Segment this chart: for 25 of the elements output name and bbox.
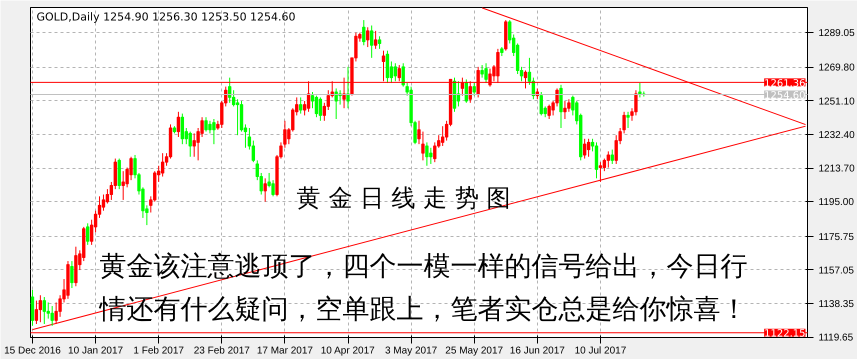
x-tick-label: 16 Jun 2017 (510, 346, 566, 356)
x-tick-label: 10 Jul 2017 (574, 346, 627, 356)
y-tick-label: 1251.10 (818, 96, 856, 108)
x-tick-label: 3 May 2017 (384, 346, 438, 356)
y-tick-label: 1289.05 (818, 28, 856, 40)
y-tick-label: 1175.75 (818, 232, 854, 243)
y-tick-label: 1195.00 (818, 197, 854, 208)
x-tick-label: 1 Feb 2017 (133, 346, 184, 356)
x-tick-label: 25 May 2017 (445, 346, 504, 356)
y-tick-label: 1157.05 (818, 265, 854, 276)
annotation: 黄 金 日 线 走 势 图 (296, 184, 511, 212)
y-tick-label: 1119.65 (818, 332, 854, 344)
y-tick-label: 1138.35 (818, 299, 854, 310)
y-tick-label: 1269.80 (818, 62, 856, 74)
x-tick-label: 17 Mar 2017 (256, 346, 314, 356)
y-tick-label: 1232.40 (818, 130, 856, 141)
ref-line-label: 1254.60 (764, 90, 806, 102)
x-tick-label: 10 Jan 2017 (68, 346, 124, 356)
chart-title: GOLD,Daily 1254.90 1256.30 1253.50 1254.60 (36, 10, 296, 24)
x-tick-label: 15 Dec 2016 (4, 346, 62, 356)
ref-line-label: 1261.36 (764, 78, 806, 90)
ref-line-label: 1122.15 (764, 328, 806, 340)
x-tick-label: 23 Feb 2017 (194, 346, 250, 356)
x-tick-label: 10 Apr 2017 (320, 346, 376, 356)
y-tick-label: 1213.70 (818, 164, 856, 175)
